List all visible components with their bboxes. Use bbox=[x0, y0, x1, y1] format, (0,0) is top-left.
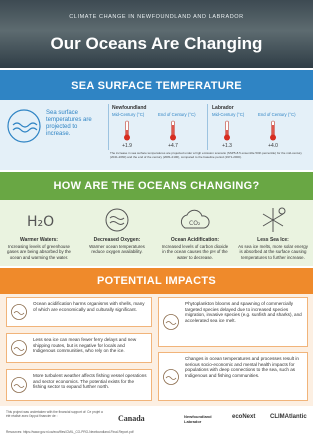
logo: CLIMAtlantic bbox=[270, 414, 312, 420]
period-label: End of Century (°C) bbox=[258, 112, 296, 117]
period-label: End of Century (°C) bbox=[158, 112, 196, 117]
impact-icon bbox=[10, 303, 28, 321]
support-text: This project was undertaken with the fin… bbox=[6, 410, 106, 418]
change-icon: CO₂ bbox=[177, 204, 213, 234]
section-heading: HOW ARE THE OCEANS CHANGING? bbox=[0, 172, 313, 200]
temperature-value: +4.7 bbox=[158, 143, 188, 149]
lead-text: Sea surface temperatures are projected t… bbox=[46, 110, 102, 138]
impact-icon bbox=[162, 368, 180, 386]
temperature-value: +1.3 bbox=[212, 143, 242, 149]
logo: ecoNext bbox=[232, 414, 274, 420]
change-item: Decreased Oxygen:Warmer ocean temperatur… bbox=[82, 238, 152, 255]
divider bbox=[207, 104, 208, 150]
change-item: Ocean Acidification:Increased levels of … bbox=[160, 238, 230, 260]
region-name: Newfoundland bbox=[112, 105, 146, 111]
thermometer-icon bbox=[222, 120, 232, 142]
thermometer-icon bbox=[168, 120, 178, 142]
impact-icon bbox=[10, 376, 28, 394]
change-text: Increased levels of carbon dioxide in th… bbox=[162, 244, 228, 259]
wave-icon bbox=[6, 108, 42, 144]
period-label: Mid-Century (°C) bbox=[112, 112, 144, 117]
impact-icon bbox=[10, 339, 28, 357]
divider bbox=[108, 104, 109, 150]
change-item: Less Sea Ice:As sea ice melts, more sola… bbox=[238, 238, 308, 260]
change-title: Less Sea Ice: bbox=[238, 238, 308, 243]
change-title: Decreased Oxygen: bbox=[82, 238, 152, 243]
section-heading: SEA SURFACE TEMPERATURE bbox=[0, 70, 313, 100]
temperature-value: +4.0 bbox=[258, 143, 288, 149]
change-icon: H₂O bbox=[21, 204, 57, 234]
change-text: Warmer ocean temperatures reduce oxygen … bbox=[89, 244, 145, 254]
change-title: Ocean Acidification: bbox=[160, 238, 230, 243]
kicker: CLIMATE CHANGE IN NEWFOUNDLAND AND LABRA… bbox=[0, 14, 313, 20]
title: Our Oceans Are Changing bbox=[0, 34, 313, 54]
logo: Newfoundland Labrador bbox=[184, 414, 224, 424]
change-title: Warmer Waters: bbox=[4, 238, 74, 243]
impact-box: Phytoplankton blooms and spawning of com… bbox=[158, 297, 308, 347]
region-name: Labrador bbox=[212, 105, 234, 111]
footnote: The increase in sea surface temperatures… bbox=[110, 152, 306, 159]
page: {"header": {"kicker": "CLIMATE CHANGE IN… bbox=[0, 0, 313, 441]
logo: Canada bbox=[118, 414, 160, 423]
change-item: Warmer Waters:Increasing levels of green… bbox=[4, 238, 74, 260]
change-text: As sea ice melts, more solar energy is a… bbox=[238, 244, 308, 259]
section-heading: POTENTIAL IMPACTS bbox=[0, 268, 313, 294]
svg-text:H₂O: H₂O bbox=[27, 214, 54, 230]
change-icon bbox=[255, 204, 291, 234]
svg-text:CO₂: CO₂ bbox=[189, 220, 201, 227]
resources-text: Resources: https://www.gov.nl.ca/ecc/fil… bbox=[6, 430, 306, 434]
change-icon bbox=[99, 204, 135, 234]
temperature-value: +1.9 bbox=[112, 143, 142, 149]
thermometer-icon bbox=[122, 120, 132, 142]
change-text: Increasing levels of greenhouse gases ar… bbox=[7, 244, 71, 259]
impact-icon bbox=[162, 313, 180, 331]
thermometer-icon bbox=[268, 120, 278, 142]
period-label: Mid-Century (°C) bbox=[212, 112, 244, 117]
impact-box: Changes in ocean temperatures and proces… bbox=[158, 352, 308, 401]
